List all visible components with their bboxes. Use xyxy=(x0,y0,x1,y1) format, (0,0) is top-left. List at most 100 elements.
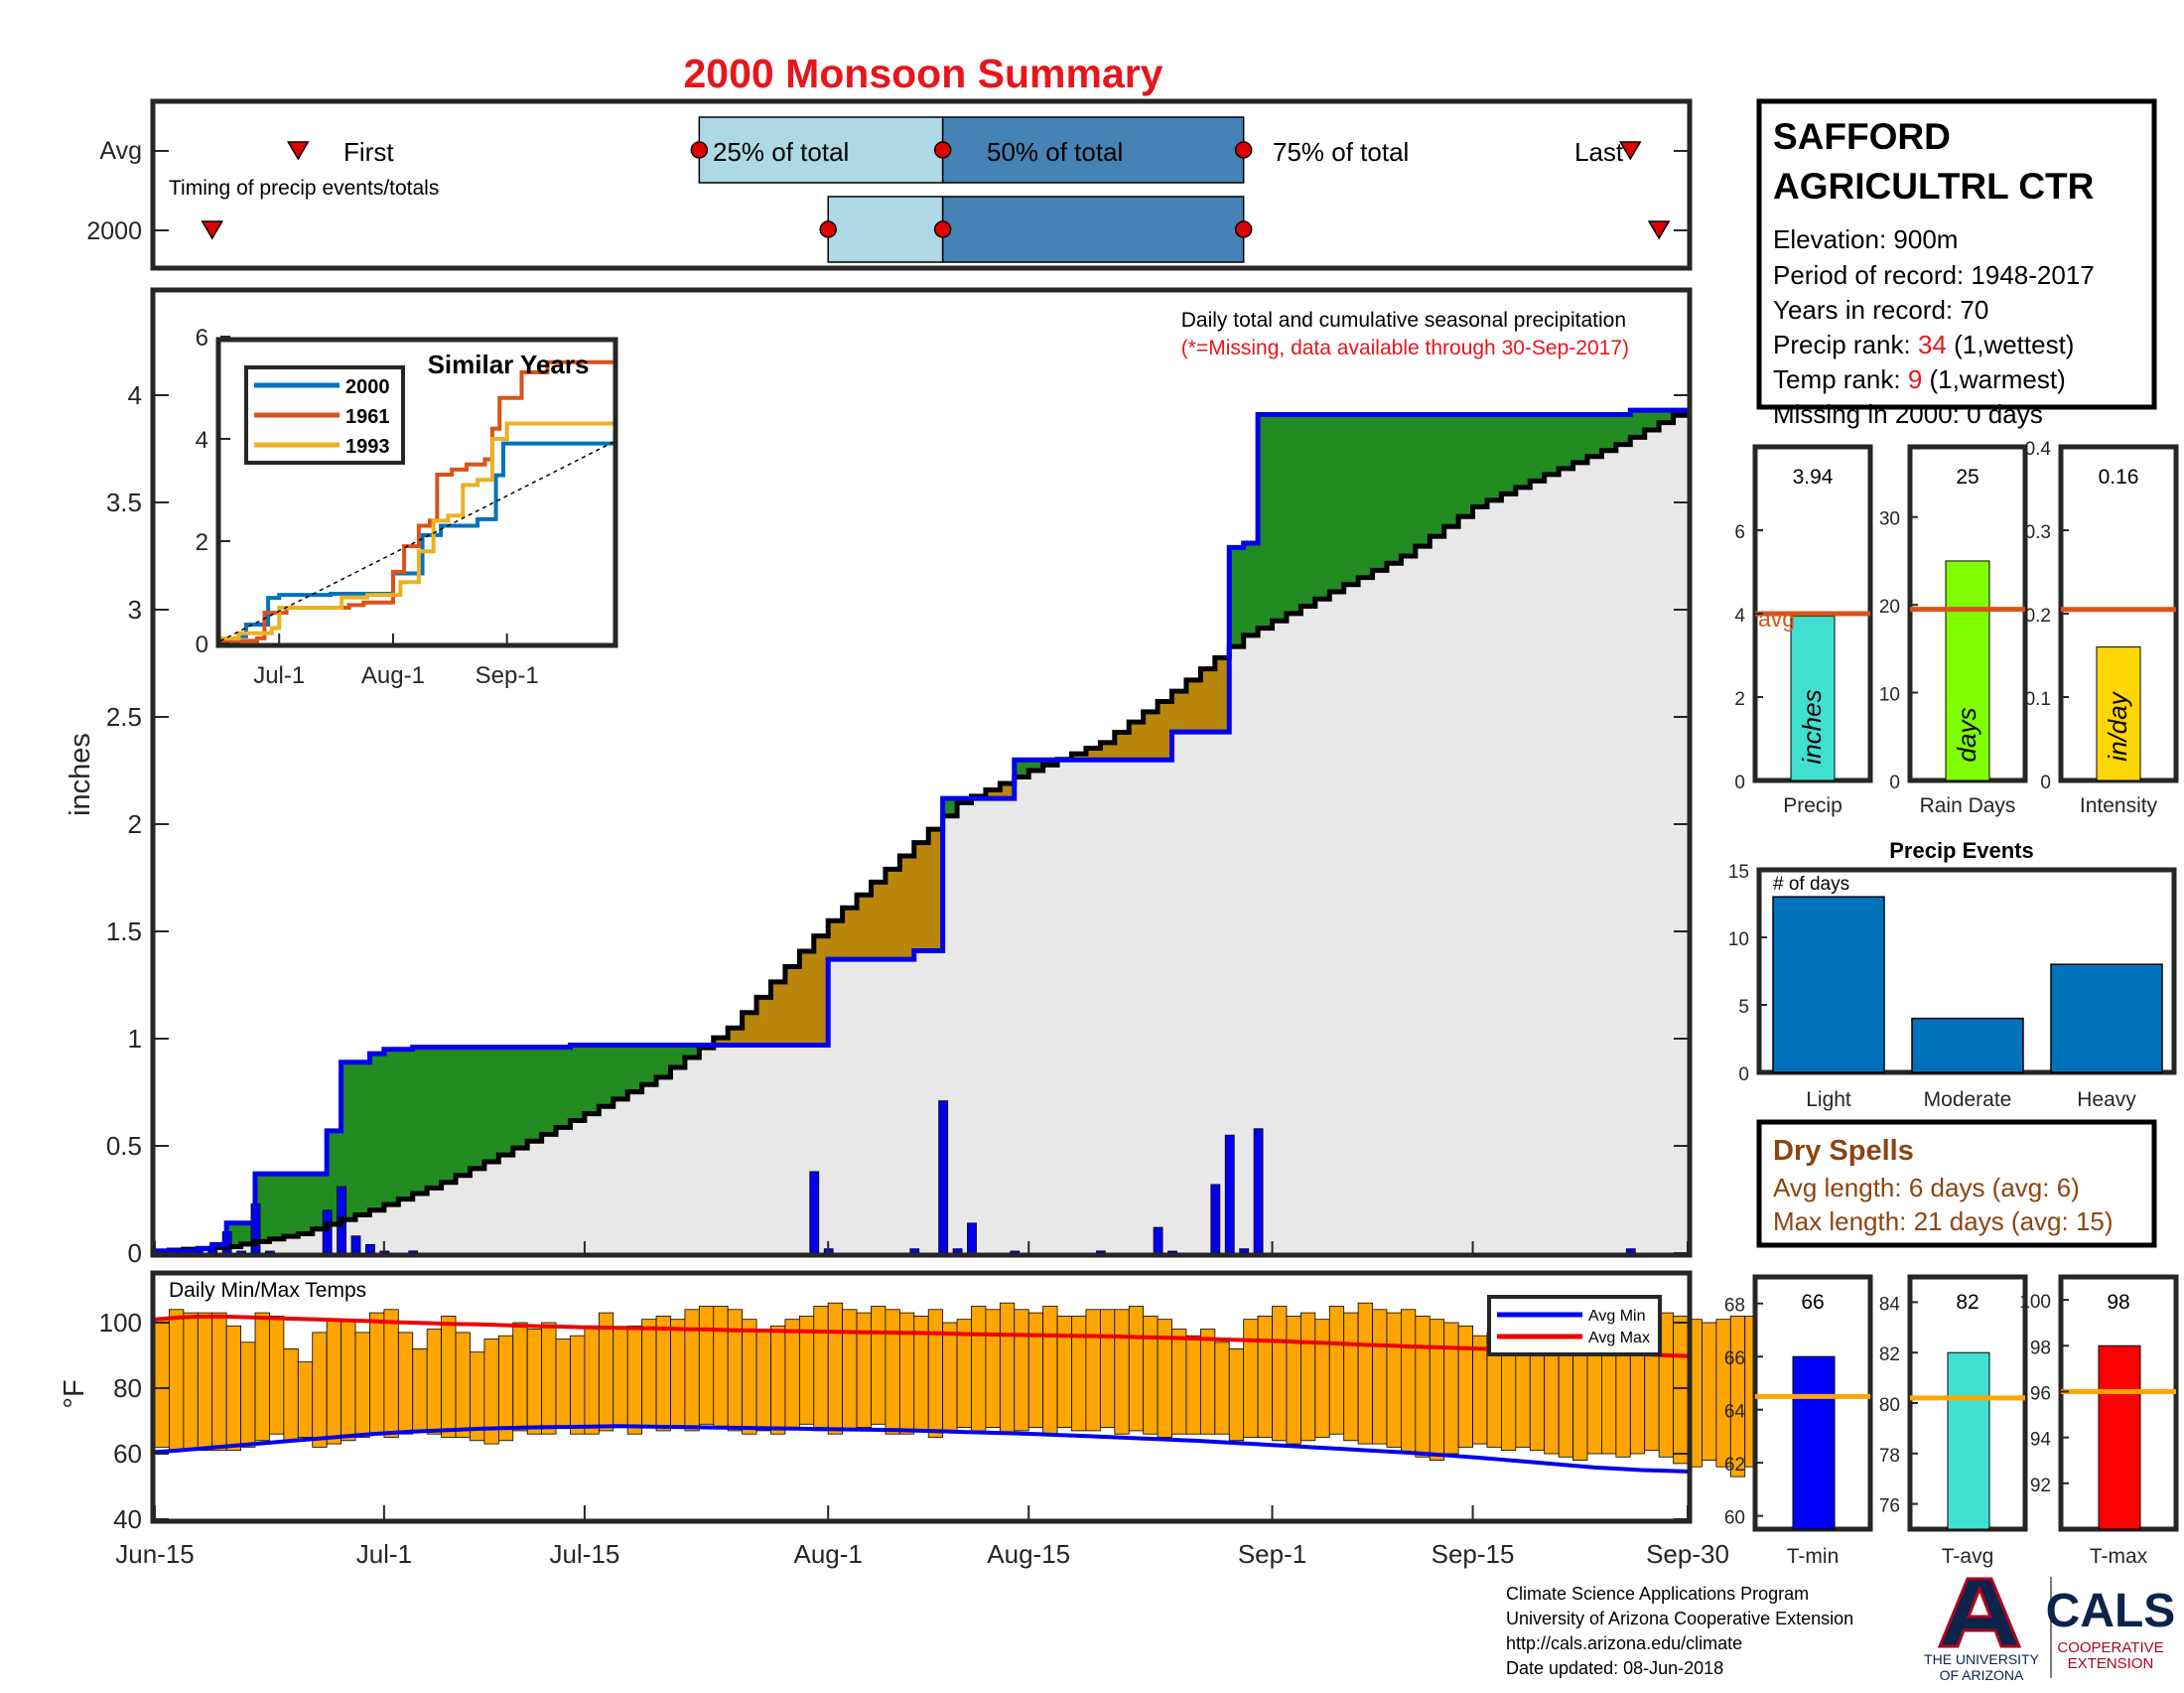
daily-temp-range-bar xyxy=(814,1307,828,1431)
precip-events-title: Precip Events xyxy=(1889,838,2034,863)
daily-temp-range-bar xyxy=(871,1307,885,1425)
timing-box-late xyxy=(943,197,1244,262)
temp-rank-value: 9 xyxy=(1908,364,1922,394)
daily-temp-range-bar xyxy=(1401,1310,1415,1454)
temp-legend: Avg Min Avg Max xyxy=(1489,1297,1660,1354)
date-tick-label: Sep-15 xyxy=(1432,1539,1515,1569)
ua-logo-line1: THE UNIVERSITY xyxy=(1924,1651,2040,1667)
daily-temp-range-bar xyxy=(1702,1323,1715,1461)
daily-temp-range-bar xyxy=(284,1348,298,1440)
daily-temp-range-bar xyxy=(1358,1303,1372,1444)
daily-temp-range-bar xyxy=(1129,1307,1143,1431)
precip-events-y-tick-label: 0 xyxy=(1738,1064,1749,1085)
inset-x-tick-label: Sep-1 xyxy=(476,662,539,689)
precip-y-axis-title: inches xyxy=(65,733,96,816)
summary-y-tick-label: 0 xyxy=(1734,773,1745,793)
surplus-area xyxy=(513,1048,528,1149)
timing-percentile-marker xyxy=(691,142,707,158)
temp-summary-y-tick-label: 82 xyxy=(1879,1344,1900,1365)
surplus-area xyxy=(1315,414,1330,599)
temp-rank-label: Temp rank: xyxy=(1773,364,1908,394)
daily-temp-range-bar xyxy=(670,1320,684,1428)
timing-box-early xyxy=(828,197,942,262)
daily-temp-range-bar xyxy=(1258,1316,1272,1437)
surplus-area xyxy=(298,1174,313,1233)
daily-temp-range-bar xyxy=(886,1310,899,1434)
precip-chart: 00.511.522.533.54 inches Daily total and… xyxy=(65,290,1690,1268)
date-tick-label: Jul-15 xyxy=(549,1539,619,1569)
daily-precip-bar xyxy=(910,1249,919,1253)
precip-y-tick-label: 3.5 xyxy=(106,488,142,517)
daily-temp-range-bar xyxy=(728,1310,742,1431)
precip-events-bar-Heavy xyxy=(2051,964,2162,1072)
summary-y-tick-label: 0.4 xyxy=(2025,439,2052,460)
daily-temp-range-bar xyxy=(184,1313,198,1451)
temp-summary-y-tick-label: 96 xyxy=(2030,1383,2051,1404)
inset-x-tick-label: Aug-1 xyxy=(361,662,425,689)
surplus-area xyxy=(1401,414,1416,556)
temp-y-tick-label: 40 xyxy=(113,1504,142,1534)
precip-annotation-2: (*=Missing, data available through 30-Se… xyxy=(1181,337,1629,359)
summary-y-tick-label: 6 xyxy=(1734,522,1745,543)
cals-logo-text: CALS xyxy=(2046,1585,2176,1637)
surplus-area xyxy=(1487,414,1502,499)
surplus-area xyxy=(1501,414,1516,494)
inset-title: Similar Years xyxy=(428,350,590,379)
temp-legend-label-min: Avg Min xyxy=(1588,1308,1646,1325)
surplus-area xyxy=(556,1048,571,1128)
tavg-panel-value: 82 xyxy=(1956,1291,1979,1314)
precip-events-y-tick-label: 15 xyxy=(1728,862,1749,883)
surplus-area xyxy=(1387,414,1402,563)
date-tick-label: Jun-15 xyxy=(115,1539,195,1569)
precip-bar-unit: inches xyxy=(1797,689,1827,764)
daily-temp-range-bar xyxy=(355,1333,369,1438)
daily-temp-range-bar xyxy=(169,1310,183,1451)
timing-panel: Avg 2000 Timing of precip events/totals … xyxy=(86,101,1690,268)
daily-temp-range-bar xyxy=(770,1326,784,1434)
precip-y-tick-label: 2 xyxy=(128,809,142,839)
daily-temp-range-bar xyxy=(1186,1336,1200,1434)
inset-legend-label-2000: 2000 xyxy=(345,376,390,398)
footer-line-4: Date updated: 08-Jun-2018 xyxy=(1506,1658,1723,1678)
daily-temp-range-bar xyxy=(599,1313,613,1431)
daily-temp-range-bar xyxy=(743,1320,756,1435)
temp-y-axis-title: °F xyxy=(59,1379,90,1408)
daily-temp-range-bar xyxy=(298,1362,312,1438)
inset-legend: 2000 1961 1993 xyxy=(246,367,403,463)
temp-summary-bar-T-min xyxy=(1793,1356,1835,1529)
date-tick-label: Aug-1 xyxy=(794,1539,863,1569)
cals-logo: CALS COOPERATIVE EXTENSION xyxy=(2046,1585,2176,1672)
footer-line-2: University of Arizona Cooperative Extens… xyxy=(1506,1609,1853,1628)
daily-temp-range-bar xyxy=(1458,1326,1472,1447)
summary-y-tick-label: 0.2 xyxy=(2025,606,2051,627)
daily-temp-range-bar xyxy=(1444,1323,1458,1454)
daily-temp-range-bar xyxy=(1315,1320,1329,1438)
daily-temp-range-bar xyxy=(198,1313,211,1451)
precip-rank-label: Precip rank: xyxy=(1773,330,1918,359)
surplus-area xyxy=(1416,414,1431,546)
surplus-area xyxy=(427,1048,442,1189)
surplus-area xyxy=(269,1174,284,1239)
surplus-area xyxy=(1273,414,1288,621)
timing-note: Timing of precip events/totals xyxy=(169,177,439,200)
tmin-panel-value: 66 xyxy=(1801,1291,1824,1314)
surplus-area xyxy=(1329,414,1344,592)
surplus-area xyxy=(570,1045,585,1120)
timing-p75-label: 75% of total xyxy=(1273,137,1409,167)
tavg-panel-label: T-avg xyxy=(1942,1545,1994,1568)
daily-precip-bar xyxy=(1211,1185,1220,1253)
daily-temp-range-bar xyxy=(1300,1313,1314,1441)
temp-summary-y-tick-label: 94 xyxy=(2030,1430,2052,1451)
daily-precip-bar xyxy=(1225,1135,1234,1253)
dry-spells-avg: Avg length: 6 days (avg: 6) xyxy=(1773,1173,2080,1202)
daily-temp-range-bar xyxy=(1473,1336,1487,1444)
daily-temp-range-bar xyxy=(1100,1310,1114,1428)
daily-temp-range-bar xyxy=(1501,1352,1515,1451)
temp-summary-bar-T-max xyxy=(2099,1345,2140,1529)
daily-temp-range-bar xyxy=(1273,1307,1287,1441)
daily-temp-range-bar xyxy=(212,1313,226,1451)
precip-events-category-label: Heavy xyxy=(2077,1088,2136,1111)
daily-temp-range-bar xyxy=(756,1330,770,1431)
